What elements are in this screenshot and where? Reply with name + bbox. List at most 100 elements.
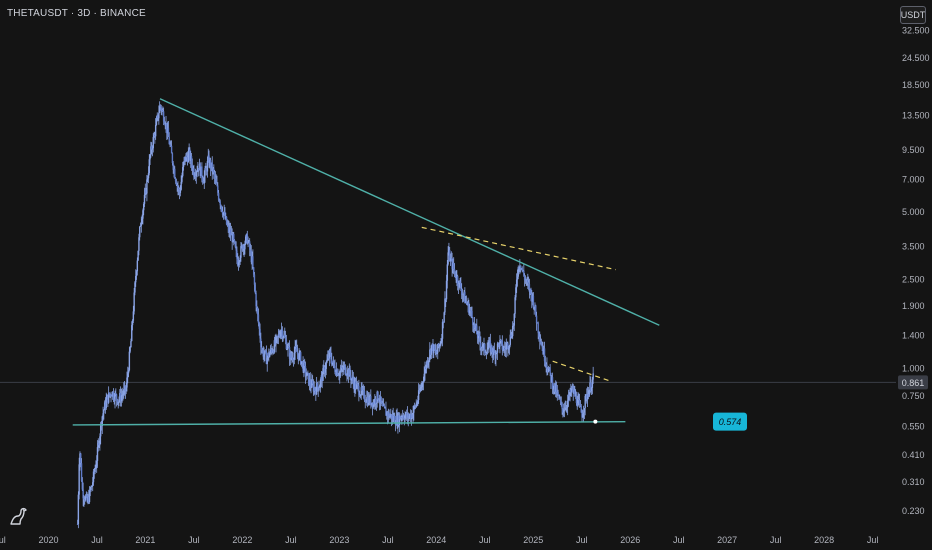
candle-body [560, 401, 562, 403]
candle-body [99, 436, 101, 446]
candle-body [104, 402, 107, 409]
candle-body [435, 350, 437, 355]
candle-body [418, 390, 421, 392]
candle-body [302, 361, 304, 372]
candle-body [539, 336, 541, 342]
candle-body [342, 368, 344, 370]
price-axis[interactable]: 32.500 24.500 18.500 13.500 9.500 7.000 5.000 3… [902, 25, 930, 516]
candle-body [546, 364, 548, 369]
tradingview-dino-icon[interactable] [8, 505, 30, 527]
candle-body [171, 153, 174, 164]
candle-body [281, 329, 284, 338]
candle-body [133, 292, 135, 312]
candle-body [247, 241, 249, 244]
candle-body [468, 309, 471, 314]
candle-body [361, 387, 363, 391]
candle-body [390, 414, 392, 416]
candle-body [84, 496, 87, 501]
candle-body [323, 366, 326, 373]
candle-body [322, 368, 324, 381]
candle-body [552, 388, 555, 390]
candle-body [548, 367, 551, 369]
candle-body [225, 216, 227, 219]
candle-body [92, 482, 94, 486]
x-tick-label: 2023 [329, 535, 349, 545]
dashed-trendline[interactable] [552, 360, 612, 382]
candle-body [223, 211, 225, 213]
trendline[interactable] [72, 420, 626, 426]
candle-body [457, 284, 460, 288]
candle-body [381, 402, 383, 404]
candle-body [250, 250, 252, 263]
candle-body [430, 345, 433, 355]
candle-body [451, 258, 453, 270]
candle-body [591, 379, 594, 388]
candle-body [91, 485, 93, 487]
candle-body [85, 494, 88, 497]
candle-body [425, 367, 427, 370]
y-tick-label: 3.500 [902, 242, 925, 252]
candle-body [431, 343, 433, 346]
candle-body [411, 414, 413, 419]
candle-body [229, 229, 231, 233]
candle-body [154, 134, 156, 137]
candle-body [194, 176, 196, 178]
y-tick-label: 24.500 [902, 53, 930, 63]
candle-body [76, 524, 79, 525]
candle-body [434, 349, 437, 351]
candle-body [587, 393, 590, 397]
candle-body [464, 300, 467, 304]
candle-body [271, 350, 273, 353]
candle-body [226, 224, 229, 226]
candle-body [108, 392, 111, 396]
currency-button[interactable]: USDT [900, 6, 926, 24]
candle-body [219, 201, 221, 206]
candle-body [460, 282, 462, 290]
candle-body [543, 348, 546, 362]
candle-body [469, 309, 472, 311]
candle-body [566, 407, 568, 409]
trendline[interactable] [159, 98, 660, 326]
candle-body [220, 205, 222, 207]
candle-body [376, 391, 378, 404]
trendlines[interactable] [72, 98, 660, 426]
candle-body [257, 314, 260, 324]
time-axis[interactable]: Jul 2020 Jul 2021 Jul 2022 Jul 2023 Jul 2024 Jul 20… [0, 535, 878, 545]
candle-body [588, 390, 590, 397]
candle-body [217, 192, 220, 200]
candle-body [334, 365, 336, 373]
candle-body [564, 406, 566, 410]
candle-body [215, 178, 217, 184]
candle-body [88, 496, 90, 503]
candle-body [480, 347, 483, 349]
candle-body [533, 307, 535, 309]
candle-body [80, 463, 83, 481]
candle-body [500, 339, 502, 341]
x-tick-label: 2024 [426, 535, 446, 545]
candle-body [389, 415, 391, 418]
candle-body [267, 353, 269, 358]
candle-body [117, 401, 119, 404]
candle-body [141, 218, 143, 223]
dashed-trendline[interactable] [421, 226, 616, 271]
candle-body [331, 362, 334, 365]
candle-body [478, 332, 480, 337]
candle-body [256, 306, 258, 308]
trendline-handle[interactable] [593, 419, 598, 424]
candle-body [531, 295, 534, 302]
candle-body [156, 115, 158, 120]
candle-body [205, 168, 207, 169]
candle-body [321, 375, 323, 381]
candle-body [335, 372, 337, 375]
candle-body [410, 414, 413, 420]
candle-body [191, 164, 194, 171]
candle-body [115, 394, 118, 400]
candle-body [277, 334, 280, 337]
candle-body [401, 417, 403, 419]
candle-body [294, 346, 296, 353]
candle-body [551, 377, 554, 390]
candle-body [366, 397, 368, 403]
candle-body [192, 168, 194, 171]
candle-body [206, 161, 209, 172]
